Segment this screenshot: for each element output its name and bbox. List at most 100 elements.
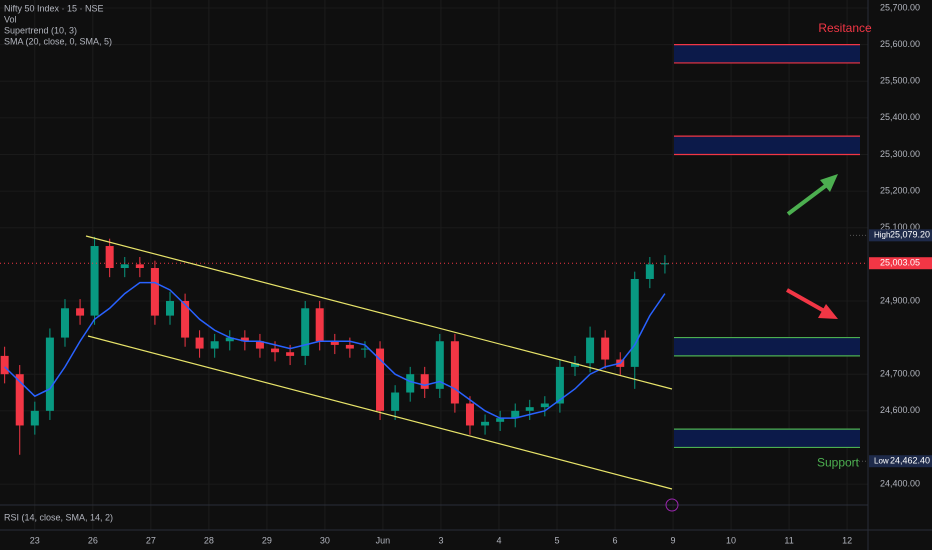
candle-body (150, 267, 159, 316)
y-tick-label: 25,700.00 (880, 2, 920, 12)
candle-body (376, 348, 385, 411)
candle-body (210, 341, 219, 349)
candle-body (360, 348, 369, 350)
candle-body (240, 337, 249, 342)
x-tick-label: 6 (613, 535, 618, 545)
y-tick-label: 24,400.00 (880, 478, 920, 488)
x-tick-label: 3 (438, 535, 443, 545)
x-tick-label: 30 (320, 535, 330, 545)
zones (674, 44, 860, 449)
arrow-down (786, 288, 827, 314)
x-tick-label: 26 (88, 535, 98, 545)
candle-body (315, 308, 324, 342)
candle-body (481, 421, 490, 426)
candle-body (286, 352, 295, 356)
indicator-label: SMA (20, close, 0, SMA, 5) (4, 36, 112, 46)
candle-body (420, 374, 429, 389)
marker-box (869, 455, 932, 468)
indicator-label: Vol (4, 14, 17, 24)
y-tick-label: 25,300.00 (880, 149, 920, 159)
marker-name: High (874, 230, 890, 239)
x-tick-label: 9 (671, 535, 676, 545)
last-price-box (869, 257, 932, 270)
candle-body (555, 366, 564, 404)
candle-body (540, 403, 549, 408)
x-tick-label: 10 (726, 535, 736, 545)
candle-body (255, 341, 264, 349)
x-tick-label: 29 (262, 535, 272, 545)
zone (674, 44, 860, 63)
candle-body (76, 308, 85, 316)
channel (85, 235, 673, 490)
y-tick-label: 25,200.00 (880, 185, 920, 195)
indicator-label: Supertrend (10, 3) (4, 25, 77, 35)
candle-body (105, 246, 114, 268)
marker-name: Low (874, 456, 889, 465)
arrow-up-head (820, 174, 838, 192)
marker-label: 24,462.40 (890, 456, 930, 466)
pane-title: RSI (14, close, SMA, 14, 2) (4, 512, 113, 522)
candle-body (0, 355, 9, 375)
y-tick-label: 25,600.00 (880, 39, 920, 49)
labels: 24,400.00 24,600.00 24,700.00 24,900.00 25,1… (30, 2, 932, 545)
channel-upper (85, 235, 673, 390)
sma-line (4, 281, 666, 419)
candle-body (15, 374, 24, 426)
candle-body (511, 410, 520, 419)
candle-body (135, 264, 144, 268)
y-tick-label: 25,100.00 (880, 222, 920, 232)
candle-body (496, 418, 505, 422)
candle-body (645, 264, 654, 279)
arrow-up (786, 182, 830, 216)
x-tick-label: 27 (146, 535, 156, 545)
candle-body (450, 341, 459, 404)
zone (674, 136, 860, 155)
candle-body (30, 410, 39, 426)
x-tick-label: 5 (554, 535, 559, 545)
candle-body (120, 264, 129, 268)
candle-body (301, 308, 310, 356)
candle-body (181, 300, 190, 338)
x-tick-label: 23 (30, 535, 40, 545)
grid (0, 0, 868, 530)
arrow-down-head (818, 304, 838, 319)
candle-body (60, 308, 69, 338)
candle-body (465, 403, 474, 426)
candle-body (45, 337, 54, 411)
marker-box (869, 229, 932, 242)
arrows (786, 174, 838, 319)
y-tick-label: 24,600.00 (880, 405, 920, 415)
x-tick-label: 12 (842, 535, 852, 545)
annotation: Resitance (818, 21, 872, 35)
candle-body (570, 363, 579, 367)
chart-title: Nifty 50 Index · 15 · NSE (4, 3, 104, 13)
candle-body (391, 392, 400, 411)
x-tick-label: 28 (204, 535, 214, 545)
y-tick-label: 25,500.00 (880, 76, 920, 86)
candle-body (195, 337, 204, 349)
y-tick-label: 24,700.00 (880, 369, 920, 379)
marker-label: 25,079.20 (890, 230, 930, 240)
candle-body (525, 407, 534, 411)
candle-body (166, 300, 175, 316)
zone (674, 429, 860, 448)
y-tick-label: 25,400.00 (880, 112, 920, 122)
candle-body (586, 337, 595, 364)
x-tick-label: Jun (376, 535, 391, 545)
candle-body (601, 337, 610, 360)
candle-body (225, 337, 234, 342)
candle-body (660, 263, 669, 265)
x-tick-label: 4 (496, 535, 501, 545)
zone (674, 337, 860, 356)
x-tick-label: 11 (784, 535, 793, 545)
marks (0, 234, 868, 462)
candle-body (90, 246, 99, 316)
candle-body (345, 344, 354, 349)
event-icon (665, 498, 679, 512)
candle-body (630, 278, 639, 367)
candle-body (271, 348, 280, 353)
channel-lower (87, 335, 673, 490)
y-tick-label: 24,900.00 (880, 295, 920, 305)
candle-body (406, 374, 415, 393)
